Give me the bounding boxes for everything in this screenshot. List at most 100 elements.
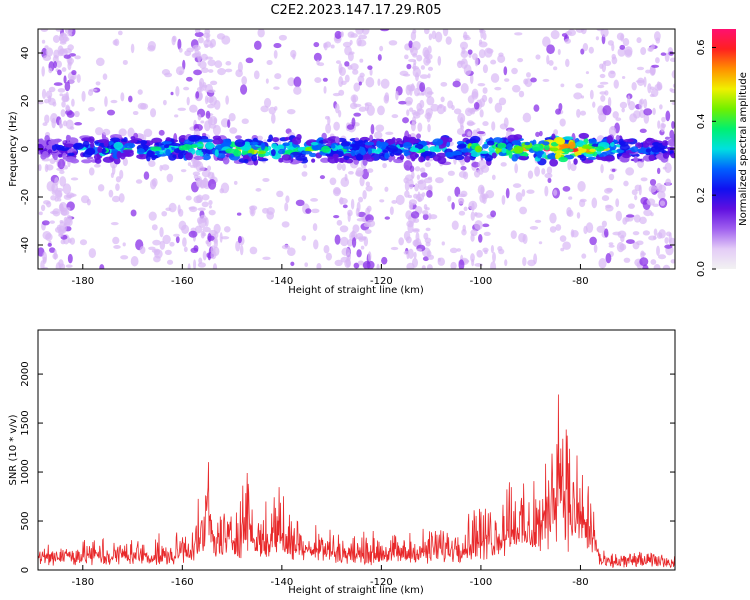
- heatmap-band-cell: [577, 154, 585, 159]
- heatmap-noise-cell: [471, 161, 481, 168]
- heatmap-noise-cell: [143, 128, 153, 138]
- heatmap-band-cell: [320, 157, 331, 163]
- heatmap-noise-cell: [273, 49, 278, 59]
- heatmap-noise-cell: [237, 235, 242, 244]
- heatmap-band-cell: [38, 143, 43, 147]
- heatmap-noise-cell: [59, 48, 68, 57]
- heatmap-noise-cell: [42, 122, 48, 127]
- heatmap-band-cell: [606, 135, 614, 144]
- colorbar-ticks: 0.0 0.2 0.4 0.6: [696, 40, 716, 277]
- heatmap-noise-cell: [51, 189, 57, 195]
- heatmap-noise-cell: [591, 197, 598, 209]
- heatmap-noise-cell: [122, 59, 128, 65]
- heatmap-noise-cell: [249, 246, 258, 255]
- heatmap-noise-cell: [196, 194, 203, 203]
- heatmap-noise-cell: [357, 260, 364, 266]
- heatmap-noise-cell: [346, 252, 351, 262]
- heatmap-noise-cell: [284, 202, 289, 212]
- heatmap-noise-cell: [643, 76, 647, 88]
- heatmap-noise-cell: [414, 166, 421, 172]
- heatmap-noise-cell: [48, 67, 53, 74]
- heatmap-noise-cell: [40, 260, 45, 269]
- heatmap-noise-cell: [102, 73, 108, 81]
- heatmap-band-cell: [53, 138, 62, 143]
- heatmap-noise-cell: [63, 54, 71, 59]
- heatmap-band-cell: [642, 142, 650, 148]
- heatmap-band-cell: [460, 148, 473, 153]
- heatmap-noise-cell: [549, 226, 557, 233]
- heatmap-noise-cell: [580, 95, 585, 99]
- heatmap-noise-cell: [416, 174, 421, 180]
- heatmap-noise-cell: [358, 34, 367, 40]
- heatmap-noise-cell: [62, 183, 72, 195]
- heatmap-noise-cell: [601, 195, 610, 202]
- heatmap-noise-cell: [128, 95, 133, 103]
- heatmap-noise-cell: [365, 185, 373, 192]
- heatmap-noise-cell: [351, 236, 357, 248]
- heatmap-noise-cell: [595, 36, 599, 41]
- heatmap-noise-cell: [615, 198, 620, 208]
- heatmap-noise-cell: [642, 230, 651, 236]
- heatmap-noise-cell: [204, 120, 211, 132]
- heatmap-band-cell: [116, 150, 122, 159]
- heatmap-noise-cell: [180, 169, 187, 173]
- heatmap-noise-cell: [623, 180, 629, 187]
- heatmap-noise-cell: [206, 96, 214, 103]
- heatmap-noise-cell: [593, 244, 598, 253]
- heatmap-noise-cell: [462, 171, 469, 180]
- heatmap-noise-cell: [132, 110, 139, 116]
- heatmap-band-cell: [185, 152, 193, 161]
- heatmap-noise-cell: [408, 107, 414, 112]
- snr-y-tick-label: 500: [20, 511, 31, 530]
- heatmap-noise-cell: [71, 69, 77, 76]
- heatmap-noise-cell: [479, 109, 484, 118]
- heatmap-band-cell: [435, 144, 440, 152]
- heatmap-noise-cell: [305, 208, 312, 214]
- heatmap-noise-cell: [311, 208, 320, 214]
- heatmap-noise-cell: [41, 220, 50, 226]
- heatmap-noise-cell: [464, 107, 473, 117]
- heatmap-noise-cell: [195, 91, 200, 99]
- heatmap-noise-cell: [410, 31, 417, 41]
- heatmap-noise-cell: [503, 66, 508, 76]
- heatmap-noise-cell: [177, 38, 182, 50]
- heatmap-band-cell: [63, 143, 75, 148]
- heatmap-noise-cell: [41, 88, 47, 100]
- spectrogram-y-tick-label: -20: [20, 189, 31, 205]
- heatmap-noise-cell: [220, 182, 230, 194]
- heatmap-noise-cell: [639, 216, 647, 225]
- heatmap-noise-cell: [546, 166, 553, 175]
- heatmap-noise-cell: [208, 179, 217, 190]
- heatmap-noise-cell: [604, 228, 609, 238]
- heatmap-noise-cell: [353, 82, 361, 92]
- heatmap-noise-cell: [301, 171, 308, 177]
- heatmap-noise-cell: [628, 100, 636, 111]
- heatmap-noise-cell: [69, 76, 75, 85]
- heatmap-noise-cell: [411, 40, 421, 51]
- heatmap-noise-cell: [600, 94, 606, 102]
- heatmap-band-cell: [252, 137, 258, 143]
- heatmap-noise-cell: [607, 96, 612, 108]
- spectrogram-y-tick-label: 0: [20, 146, 31, 152]
- heatmap-band-cell: [670, 153, 675, 159]
- heatmap-noise-cell: [66, 214, 72, 224]
- heatmap-band-cell: [395, 138, 402, 142]
- heatmap-noise-cell: [175, 236, 180, 244]
- heatmap-noise-cell: [188, 206, 196, 210]
- heatmap-band-cell: [249, 141, 259, 146]
- heatmap-band-cell: [193, 155, 204, 160]
- heatmap-band-cell: [399, 154, 405, 161]
- heatmap-noise-cell: [335, 60, 341, 64]
- heatmap-band-cell: [409, 151, 418, 160]
- heatmap-noise-cell: [426, 250, 432, 258]
- heatmap-noise-cell: [653, 235, 657, 240]
- heatmap-band-cell: [464, 152, 472, 156]
- heatmap-noise-cell: [225, 61, 232, 66]
- heatmap-noise-cell: [177, 107, 187, 111]
- heatmap-band-cell: [234, 139, 246, 147]
- heatmap-noise-cell: [50, 113, 58, 124]
- heatmap-noise-cell: [71, 98, 75, 107]
- heatmap-noise-cell: [463, 206, 468, 212]
- heatmap-noise-cell: [579, 199, 586, 208]
- heatmap-band-cell: [436, 152, 447, 158]
